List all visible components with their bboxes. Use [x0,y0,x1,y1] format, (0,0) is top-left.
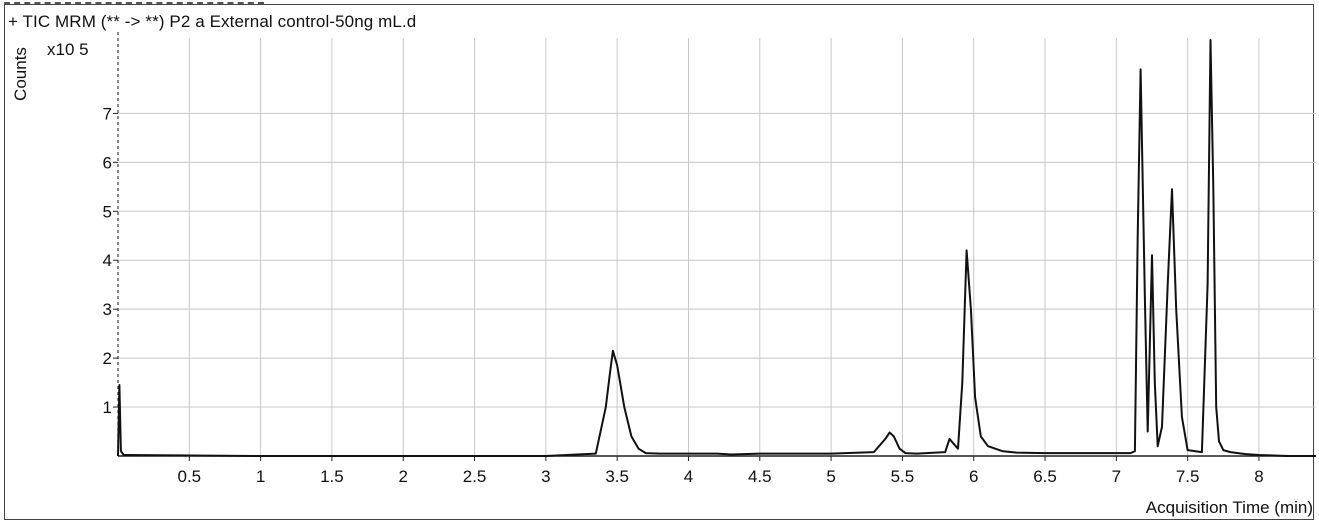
x-tick-label: 4.5 [748,467,772,486]
grid-lines [118,38,1316,456]
y-tick-label: 1 [103,398,112,417]
x-tick-label: 2 [399,467,408,486]
frame-top-dash [4,2,264,4]
x-tick-label: 5 [826,467,835,486]
y-axis-exponent: x10 5 [47,40,89,59]
x-tick-label: 1 [256,467,265,486]
y-tick-label: 2 [103,349,112,368]
x-tick-label: 8 [1254,467,1263,486]
x-tick-label: 3 [541,467,550,486]
x-tick-label: 1.5 [320,467,344,486]
y-ticks: 1 2 3 4 5 6 7 [103,104,118,417]
x-ticks: 0.5 1 1.5 2 2.5 3 3.5 4 4.5 5 5.5 6 6.5 7 7.5 8 [177,456,1264,486]
x-tick-label: 7 [1112,467,1121,486]
x-tick-label: 6 [969,467,978,486]
x-tick-label: 5.5 [891,467,915,486]
x-tick-label: 4 [684,467,693,486]
x-tick-label: 2.5 [463,467,487,486]
x-axis-label: Acquisition Time (min) [1145,498,1313,517]
series-line-0 [117,39,1316,457]
series-layer [117,39,1316,457]
y-tick-label: 6 [103,153,112,172]
y-tick-label: 4 [103,251,112,270]
y-tick-label: 5 [103,202,112,221]
x-tick-label: 0.5 [177,467,201,486]
plot-frame [4,4,1314,520]
y-tick-label: 7 [103,104,112,123]
x-tick-label: 6.5 [1033,467,1057,486]
y-tick-label: 3 [103,300,112,319]
x-tick-label: 7.5 [1176,467,1200,486]
chart-title: + TIC MRM (** -> **) P2 a External contr… [8,12,417,31]
x-tick-label: 3.5 [605,467,629,486]
